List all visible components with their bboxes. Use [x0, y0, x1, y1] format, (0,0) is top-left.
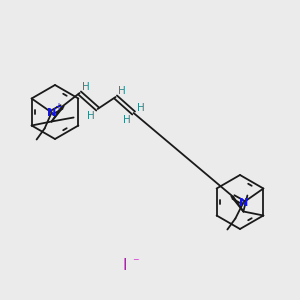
Text: N: N [47, 107, 56, 118]
Text: H: H [118, 86, 125, 96]
Text: H: H [87, 111, 94, 121]
Text: H: H [137, 103, 145, 113]
Text: I: I [123, 259, 127, 274]
Text: H: H [82, 82, 89, 92]
Text: H: H [123, 115, 130, 125]
Text: +: + [54, 101, 61, 112]
Text: N: N [239, 197, 248, 208]
Text: ⁻: ⁻ [132, 256, 138, 269]
